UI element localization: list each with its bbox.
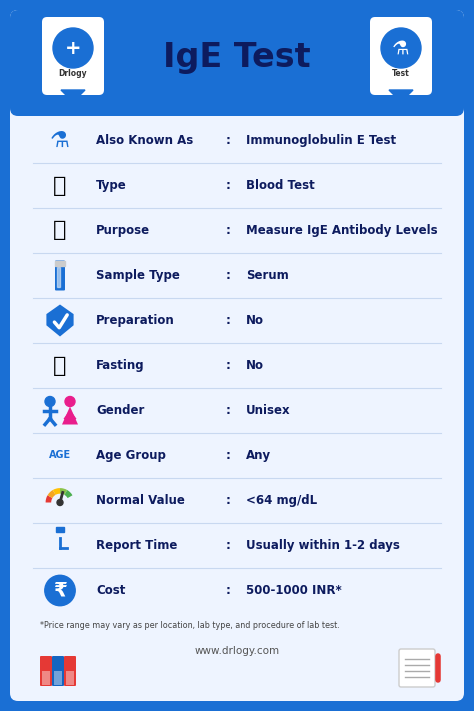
Text: Fasting: Fasting bbox=[96, 359, 145, 372]
Text: Report Time: Report Time bbox=[96, 539, 177, 552]
Text: 🍽: 🍽 bbox=[53, 356, 67, 375]
Circle shape bbox=[45, 575, 75, 606]
Circle shape bbox=[381, 28, 421, 68]
Polygon shape bbox=[46, 304, 73, 336]
Text: :: : bbox=[226, 584, 230, 597]
FancyBboxPatch shape bbox=[42, 17, 104, 95]
Text: Gender: Gender bbox=[96, 404, 145, 417]
Wedge shape bbox=[64, 490, 73, 498]
FancyBboxPatch shape bbox=[370, 17, 432, 95]
Text: ⚗: ⚗ bbox=[392, 38, 410, 58]
Text: Immunoglobulin E Test: Immunoglobulin E Test bbox=[246, 134, 396, 147]
Text: Any: Any bbox=[246, 449, 271, 462]
Text: No: No bbox=[246, 314, 264, 327]
Polygon shape bbox=[62, 407, 78, 424]
Text: Normal Value: Normal Value bbox=[96, 494, 185, 507]
Text: Serum: Serum bbox=[246, 269, 289, 282]
Text: :: : bbox=[226, 134, 230, 147]
Text: Unisex: Unisex bbox=[246, 404, 291, 417]
Text: 💡: 💡 bbox=[53, 220, 67, 240]
FancyBboxPatch shape bbox=[64, 656, 76, 686]
Text: Sample Type: Sample Type bbox=[96, 269, 180, 282]
FancyBboxPatch shape bbox=[66, 671, 74, 685]
Circle shape bbox=[45, 397, 55, 407]
Text: :: : bbox=[226, 179, 230, 192]
Text: :: : bbox=[226, 269, 230, 282]
Text: :: : bbox=[226, 494, 230, 507]
Text: *Price range may vary as per location, lab type, and procedure of lab test.: *Price range may vary as per location, l… bbox=[40, 621, 340, 629]
Text: Blood Test: Blood Test bbox=[246, 179, 315, 192]
Wedge shape bbox=[60, 488, 67, 495]
FancyBboxPatch shape bbox=[54, 671, 62, 685]
Text: 500-1000 INR*: 500-1000 INR* bbox=[246, 584, 342, 597]
Text: Purpose: Purpose bbox=[96, 224, 150, 237]
Text: :: : bbox=[226, 224, 230, 237]
Text: :: : bbox=[226, 314, 230, 327]
Text: ⚗: ⚗ bbox=[50, 131, 70, 151]
Text: :: : bbox=[226, 539, 230, 552]
Text: Also Known As: Also Known As bbox=[96, 134, 193, 147]
Circle shape bbox=[65, 397, 75, 407]
Text: Drlogy: Drlogy bbox=[59, 70, 87, 78]
Text: Cost: Cost bbox=[96, 584, 126, 597]
Text: Usually within 1-2 days: Usually within 1-2 days bbox=[246, 539, 400, 552]
Text: IgE Test: IgE Test bbox=[163, 41, 311, 75]
Bar bbox=[57, 267, 60, 287]
Text: :: : bbox=[226, 359, 230, 372]
Text: :: : bbox=[226, 404, 230, 417]
FancyBboxPatch shape bbox=[55, 260, 65, 291]
Text: <64 mg/dL: <64 mg/dL bbox=[246, 494, 317, 507]
Wedge shape bbox=[53, 488, 60, 495]
Bar bbox=[18, 63, 456, 108]
FancyBboxPatch shape bbox=[40, 656, 52, 686]
FancyBboxPatch shape bbox=[10, 10, 464, 701]
Text: www.drlogy.com: www.drlogy.com bbox=[194, 646, 280, 656]
Text: AGE: AGE bbox=[49, 451, 71, 461]
FancyBboxPatch shape bbox=[399, 649, 435, 687]
Text: No: No bbox=[246, 359, 264, 372]
FancyBboxPatch shape bbox=[10, 10, 464, 116]
FancyBboxPatch shape bbox=[52, 656, 64, 686]
FancyBboxPatch shape bbox=[42, 671, 50, 685]
Circle shape bbox=[57, 500, 63, 506]
Text: ₹: ₹ bbox=[53, 581, 67, 600]
Wedge shape bbox=[47, 490, 55, 498]
Text: Measure IgE Antibody Levels: Measure IgE Antibody Levels bbox=[246, 224, 438, 237]
Text: Type: Type bbox=[96, 179, 127, 192]
Polygon shape bbox=[389, 90, 413, 102]
Bar bbox=[55, 260, 65, 265]
Text: Test: Test bbox=[392, 70, 410, 78]
Bar bbox=[56, 528, 64, 533]
Circle shape bbox=[53, 28, 93, 68]
Text: :: : bbox=[226, 449, 230, 462]
Text: Preparation: Preparation bbox=[96, 314, 175, 327]
Wedge shape bbox=[46, 496, 53, 503]
Text: +: + bbox=[65, 38, 81, 58]
Polygon shape bbox=[61, 90, 85, 102]
Text: Age Group: Age Group bbox=[96, 449, 166, 462]
Text: 🔬: 🔬 bbox=[53, 176, 67, 196]
